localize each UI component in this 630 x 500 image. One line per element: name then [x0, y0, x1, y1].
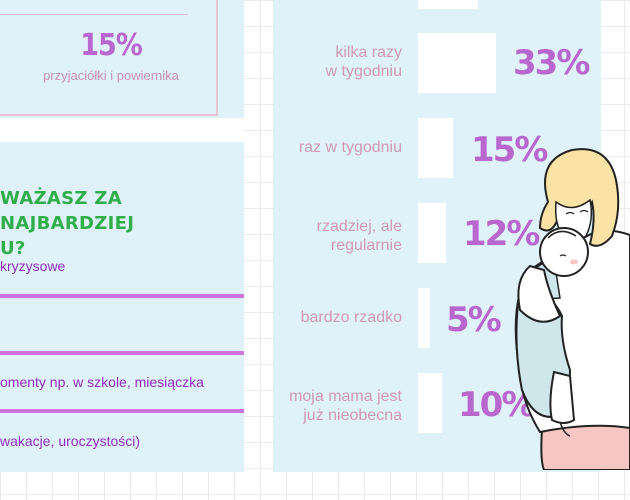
row-label: kilka razy w tygodniu — [325, 44, 403, 80]
frequency-bar — [418, 118, 453, 178]
row-percent: 15% — [471, 130, 548, 170]
stat-box-rule — [0, 14, 188, 15]
row-label: moja mama jest już nieobecna — [289, 388, 402, 424]
row-percent: 33% — [513, 43, 590, 83]
answer-option-1: kryzysowe — [0, 258, 66, 274]
frequency-bar — [418, 373, 442, 433]
answer-option-3: wakacje, uroczystości) — [0, 433, 141, 449]
row-label: bardzo rzadko — [300, 309, 402, 326]
row-percent: 12% — [463, 214, 540, 254]
option-separator — [0, 294, 244, 298]
question-line-2: U? — [0, 238, 26, 259]
row-percent: 5% — [446, 300, 502, 340]
frequency-bar — [418, 288, 430, 348]
panel-divider — [0, 118, 244, 142]
stat-percent: 15% — [80, 28, 143, 63]
row-label: rzadziej, ale regularnie — [316, 218, 402, 254]
option-separator — [0, 351, 244, 355]
question-heading: WAŻASZ ZA NAJBARDZIEJ U? — [0, 186, 240, 261]
bar-previous — [418, 0, 478, 9]
row-label: raz w tygodniu — [298, 139, 402, 156]
left-panel — [0, 0, 244, 472]
answer-option-2: omenty np. w szkole, miesiączka — [0, 374, 204, 390]
option-separator — [0, 409, 244, 413]
mother-hugging-baby-illustration — [514, 148, 630, 470]
frequency-bar — [418, 33, 496, 93]
stat-label: przyjaciółki i powiernika — [43, 68, 179, 83]
question-line-1: WAŻASZ ZA NAJBARDZIEJ — [0, 188, 135, 234]
stat-box: 15% przyjaciółki i powiernika — [0, 0, 218, 116]
frequency-bar — [418, 203, 446, 263]
